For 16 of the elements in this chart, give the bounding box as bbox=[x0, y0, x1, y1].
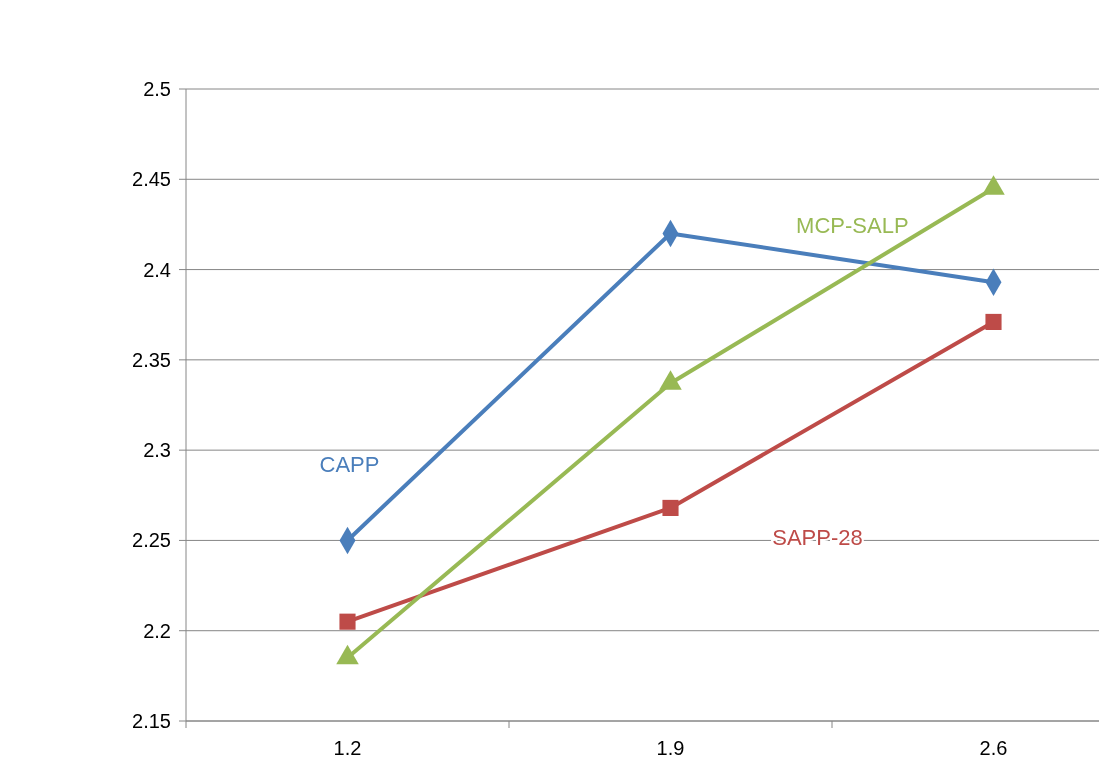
y-tick-label: 2.35 bbox=[132, 348, 171, 371]
x-tick-label: 1.2 bbox=[333, 737, 362, 759]
point bbox=[662, 499, 679, 516]
y-tick-label: 2.4 bbox=[143, 258, 171, 281]
series-label: MCP-SALP bbox=[796, 212, 909, 238]
y-tick-label: 2.25 bbox=[132, 529, 171, 552]
y-tick-label: 2.45 bbox=[132, 168, 171, 191]
x-tick-label: 1.9 bbox=[656, 737, 685, 759]
y-tick-label: 2.3 bbox=[143, 439, 171, 462]
y-tick-label: 2.2 bbox=[143, 619, 171, 642]
point bbox=[985, 313, 1002, 330]
series-label: CAPP bbox=[319, 452, 380, 478]
x-tick-label: 2.6 bbox=[979, 737, 1008, 759]
y-tick-label: 2.5 bbox=[143, 78, 171, 100]
y-tick-label: 2.15 bbox=[132, 710, 171, 732]
point bbox=[339, 613, 356, 630]
